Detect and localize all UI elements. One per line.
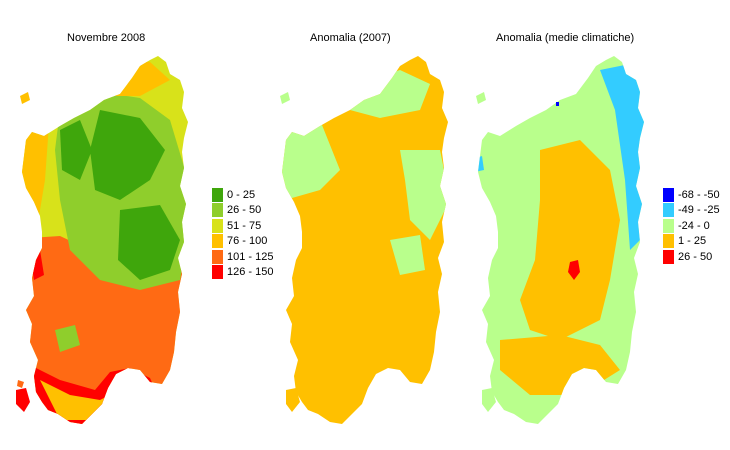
band-0-25-central-core <box>118 205 180 280</box>
legend-label: 26 - 50 <box>227 204 262 217</box>
band-76-100-west <box>22 110 50 250</box>
island-sant-antioco-b <box>286 388 300 412</box>
band-neg-49-25-west <box>478 156 484 172</box>
legend-swatch <box>212 234 223 249</box>
map-title-anomaly-2007: Anomalia (2007) <box>310 32 391 44</box>
legend-swatch <box>663 234 674 249</box>
legend-label: 1 - 25 <box>678 235 707 248</box>
legend-item: -49 - -25 <box>663 203 720 219</box>
legend-item: -24 - 0 <box>663 218 720 234</box>
band-neg-24-0-nw <box>282 120 340 200</box>
legend-swatch <box>663 249 674 264</box>
island-sant-antioco-a <box>16 388 30 412</box>
legend-item: 26 - 50 <box>663 249 720 265</box>
map-november-2008 <box>16 56 188 424</box>
island-asinara-a <box>20 92 30 104</box>
band-neg-49-25-east <box>600 60 644 250</box>
island-asinara-b <box>280 92 290 104</box>
legend-swatch <box>663 203 674 218</box>
legend-label: 51 - 75 <box>227 219 262 232</box>
legend-item: 126 - 150 <box>212 265 273 281</box>
band-0-25-west-core <box>60 120 92 180</box>
band-0-25-north-core <box>90 110 165 200</box>
band-126-150-nw <box>22 118 25 150</box>
legend-label: 26 - 50 <box>678 250 713 263</box>
legend-item: 26 - 50 <box>212 203 273 219</box>
legend-label: -24 - 0 <box>678 219 710 232</box>
legend-swatch <box>212 249 223 264</box>
band-neg-24-0-north <box>340 70 430 118</box>
legend-label: 0 - 25 <box>227 188 256 201</box>
legend-swatch <box>212 218 223 233</box>
band-1-25-central <box>520 140 620 340</box>
legend-swatch <box>212 265 223 280</box>
map-anomaly-climate <box>476 56 644 424</box>
island-san-pietro-a <box>17 380 24 388</box>
legend-swatch <box>212 203 223 218</box>
band-neg-68-50-spot <box>556 102 559 106</box>
legend-item: 76 - 100 <box>212 234 273 250</box>
map-title-november-2008: Novembre 2008 <box>67 32 146 44</box>
legend-swatch <box>663 187 674 202</box>
island-asinara-c <box>476 92 486 104</box>
band-26-50-sw <box>55 325 80 352</box>
legend-item: 0 - 25 <box>212 187 273 203</box>
map-title-anomaly-climate: Anomalia (medie climatiche) <box>496 32 635 44</box>
legend-swatch <box>663 218 674 233</box>
legend-item: -68 - -50 <box>663 187 720 203</box>
legend-item: 51 - 75 <box>212 218 273 234</box>
legend-item: 101 - 125 <box>212 249 273 265</box>
legend-label: 101 - 125 <box>227 250 274 263</box>
band-neg-24-0-central <box>390 235 425 275</box>
legend-swatch <box>212 187 223 202</box>
legend-november-2008: 0 - 25 26 - 50 51 - 75 76 - 100 101 - 12… <box>212 187 273 280</box>
legend-item: 1 - 25 <box>663 234 720 250</box>
legend-anomaly-climate: -68 - -50 -49 - -25 -24 - 0 1 - 25 26 - … <box>663 187 720 265</box>
legend-label: 126 - 150 <box>227 266 274 279</box>
island-sant-antioco-c <box>482 388 496 412</box>
legend-label: -68 - -50 <box>678 188 720 201</box>
legend-label: 76 - 100 <box>227 235 268 248</box>
band-neg-24-0-east <box>400 150 448 240</box>
legend-label: -49 - -25 <box>678 204 720 217</box>
band-26-50-spot <box>568 260 580 280</box>
